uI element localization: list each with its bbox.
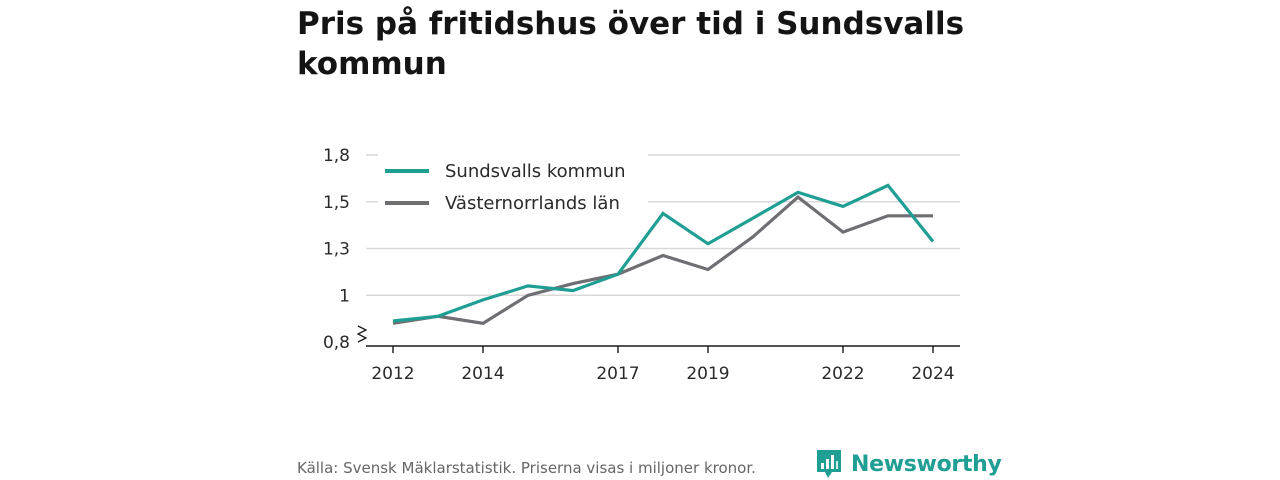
chart-title: Pris på fritidshus över tid i Sundsvalls… bbox=[297, 6, 965, 82]
newsworthy-logo-icon bbox=[817, 450, 841, 478]
legend-label: Västernorrlands län bbox=[445, 193, 620, 214]
x-tick-label: 2024 bbox=[911, 364, 954, 384]
legend-label: Sundsvalls kommun bbox=[445, 161, 626, 182]
x-tick-label: 2019 bbox=[686, 364, 729, 384]
y-tick-label: 0,8 bbox=[323, 333, 350, 353]
y-tick-label: 1,5 bbox=[323, 193, 350, 213]
x-tick-label: 2014 bbox=[461, 364, 504, 384]
y-tick-label: 1 bbox=[339, 286, 350, 306]
legend: Sundsvalls kommun Västernorrlands län bbox=[378, 152, 648, 224]
y-tick-label: 1,8 bbox=[323, 146, 350, 166]
axis-break-icon bbox=[356, 325, 368, 343]
x-tick-label: 2012 bbox=[371, 364, 414, 384]
series-layer bbox=[392, 183, 935, 325]
source-note: Källa: Svensk Mäklarstatistik. Priserna … bbox=[297, 459, 756, 477]
x-tick-label: 2017 bbox=[596, 364, 639, 384]
y-tick-label: 1,3 bbox=[323, 240, 350, 260]
x-tick-label: 2022 bbox=[821, 364, 864, 384]
series-line-vasternorrlands-lan bbox=[392, 195, 933, 325]
axis-layer: 0,8 1 1,3 1,5 1,8 2012 2014 2017 2019 2022 2024 bbox=[323, 146, 960, 384]
logo-text: Newsworthy bbox=[851, 451, 1002, 477]
newsworthy-logo[interactable]: Newsworthy bbox=[815, 448, 1002, 480]
legend-background bbox=[378, 152, 648, 224]
series-line-sundsvalls-kommun bbox=[392, 183, 935, 323]
